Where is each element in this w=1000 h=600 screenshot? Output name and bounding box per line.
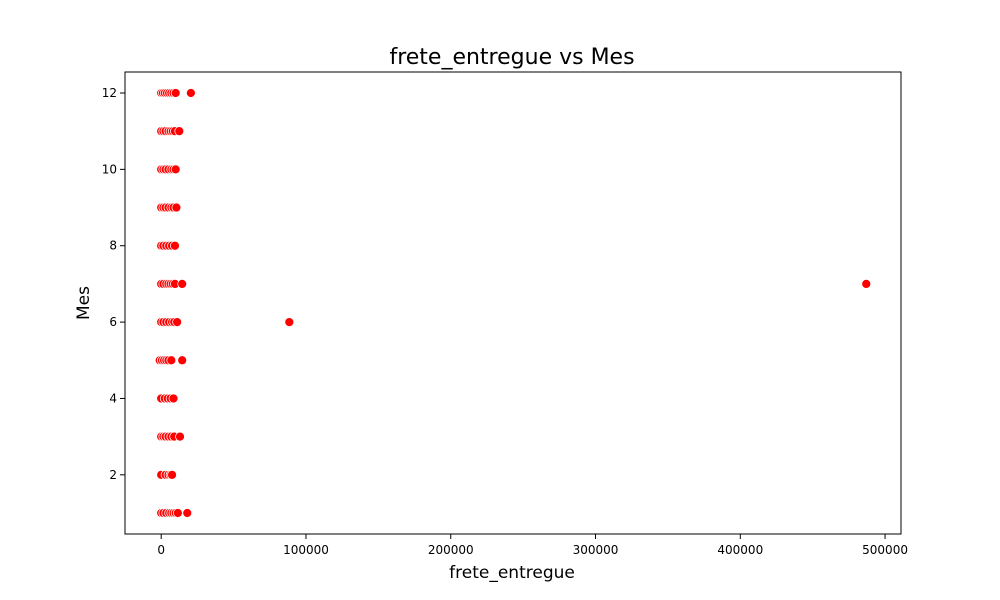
data-point: [170, 164, 181, 175]
y-tick-label: 12: [102, 86, 117, 100]
data-point: [172, 317, 182, 327]
plot-frame: [124, 71, 902, 535]
data-point: [174, 126, 185, 137]
x-axis: 0 100000 200000 300000 400000 500000: [157, 534, 908, 557]
x-tick-label: 100000: [283, 543, 329, 557]
x-tick-label: 400000: [717, 543, 763, 557]
y-axis-label: Mes: [74, 286, 94, 320]
x-axis-label: frete_entregue: [449, 563, 575, 583]
data-point: [166, 355, 177, 366]
data-point: [861, 279, 872, 289]
data-point: [171, 202, 182, 213]
x-tick-label: 0: [157, 543, 165, 557]
data-point: [182, 508, 193, 518]
data-point: [167, 469, 177, 480]
y-axis: 2 4 6 8 10 12: [102, 86, 125, 482]
data-point: [170, 240, 180, 251]
x-tick-label: 500000: [862, 543, 908, 557]
y-tick-label: 2: [109, 468, 117, 482]
y-tick-label: 6: [109, 315, 117, 329]
data-point: [185, 88, 196, 98]
y-tick-label: 10: [102, 162, 117, 176]
chart-title: frete_entregue vs Mes: [389, 45, 634, 70]
x-tick-label: 200000: [428, 543, 474, 557]
y-tick-label: 8: [109, 239, 117, 253]
data-point: [177, 355, 188, 366]
data-point: [284, 317, 295, 327]
data-point: [177, 279, 188, 289]
data-point: [168, 393, 179, 404]
data-point: [172, 508, 183, 518]
x-tick-label: 300000: [573, 543, 619, 557]
y-tick-label: 4: [109, 391, 117, 405]
data-point: [175, 431, 185, 442]
points-layer: [154, 88, 872, 518]
data-point: [170, 88, 181, 98]
